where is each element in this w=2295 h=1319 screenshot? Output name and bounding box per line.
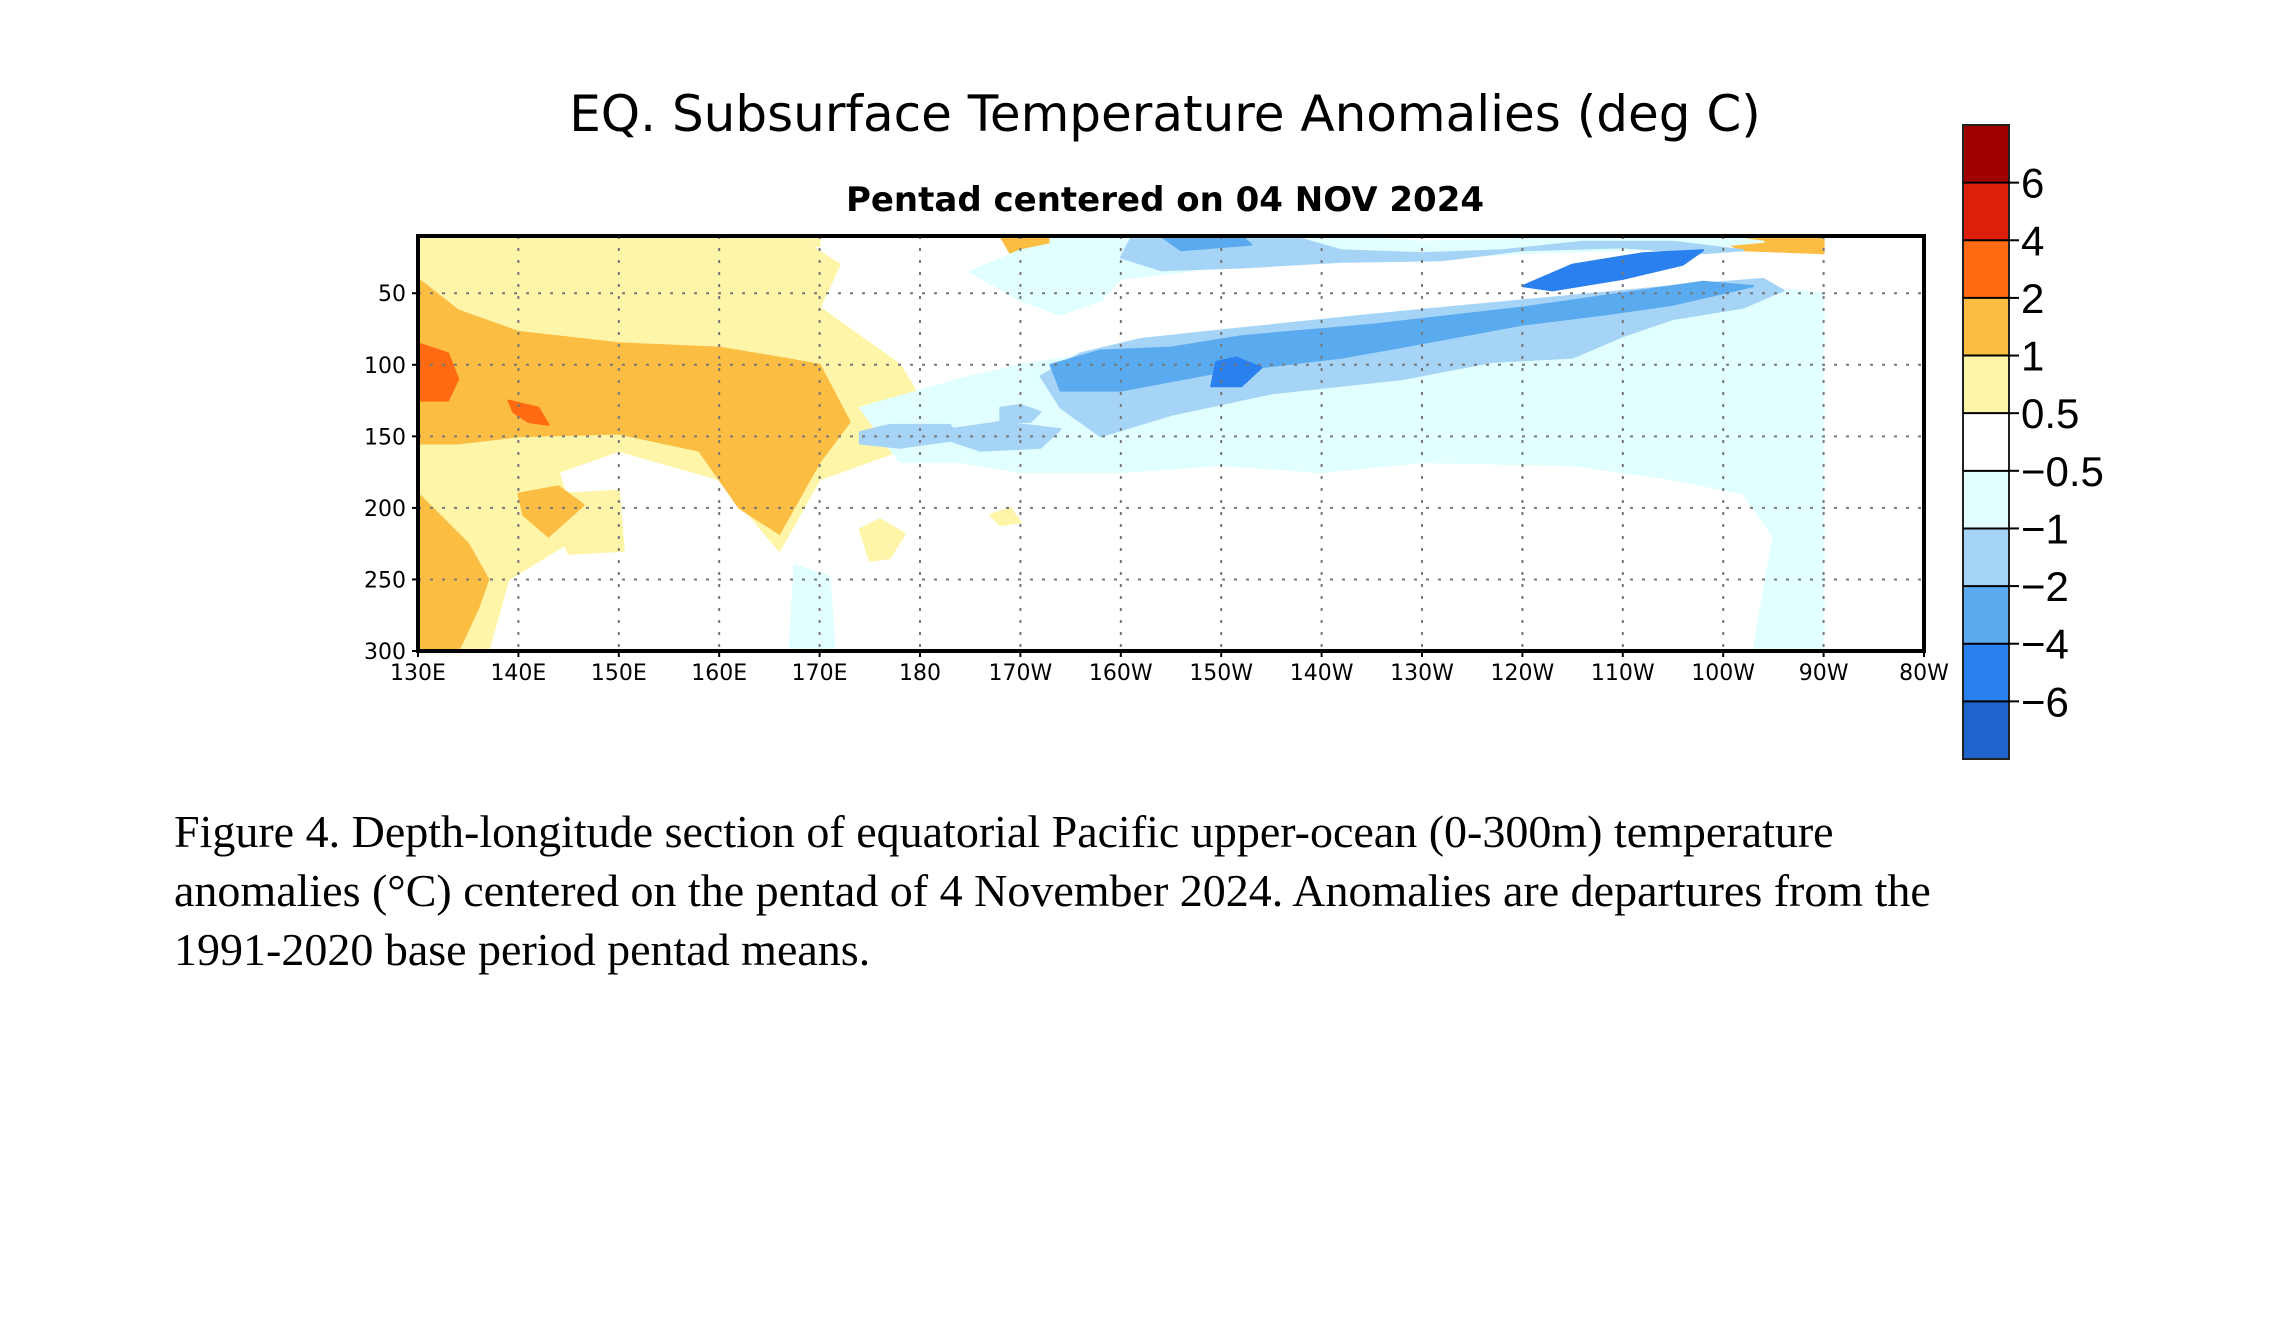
colorbar: 6 4 2 1 0.5 −0.5 −1 −2 −4 −6 bbox=[1962, 124, 2104, 760]
colorbar-label: −2 bbox=[2021, 563, 2069, 610]
x-tick-label: 130W bbox=[1390, 661, 1454, 686]
colorbar-segment bbox=[1963, 125, 2009, 184]
colorbar-segment bbox=[1963, 701, 2009, 760]
anomaly-region bbox=[418, 492, 490, 651]
x-tick-label: 100W bbox=[1691, 661, 1755, 686]
anomaly-region bbox=[989, 506, 1022, 527]
x-tick-label: 160W bbox=[1089, 661, 1153, 686]
colorbar-segment bbox=[1963, 355, 2009, 414]
colorbar-segment bbox=[1963, 528, 2009, 587]
y-tick-label: 200 bbox=[364, 497, 406, 522]
y-tick-label: 300 bbox=[364, 640, 406, 665]
x-tick-label: 170E bbox=[792, 661, 848, 686]
x-tick-label: 80W bbox=[1899, 661, 1949, 686]
x-tick-label: 120W bbox=[1491, 661, 1555, 686]
x-tick-label: 110W bbox=[1591, 661, 1655, 686]
anomaly-region bbox=[788, 564, 836, 651]
y-tick-label: 150 bbox=[364, 425, 406, 450]
x-tick-label: 90W bbox=[1799, 661, 1849, 686]
anomaly-region bbox=[418, 342, 460, 402]
anomaly-region bbox=[418, 277, 851, 535]
colorbar-label: 6 bbox=[2021, 160, 2044, 207]
colorbar-segment bbox=[1963, 182, 2009, 241]
colorbar-segment bbox=[1963, 240, 2009, 299]
x-tick-label: 150W bbox=[1189, 661, 1253, 686]
figure-caption: Figure 4. Depth-longitude section of equ… bbox=[174, 802, 2174, 979]
caption-line: Figure 4. Depth-longitude section of equ… bbox=[174, 806, 1834, 857]
anomaly-region bbox=[1160, 236, 1253, 252]
y-tick-label: 250 bbox=[364, 568, 406, 593]
colorbar-label: −6 bbox=[2021, 678, 2069, 725]
y-tick-label: 100 bbox=[364, 354, 406, 379]
x-tick-label: 180 bbox=[899, 661, 941, 686]
anomaly-region bbox=[1521, 249, 1705, 292]
colorbar-label: 4 bbox=[2021, 217, 2044, 264]
caption-line: 1991-2020 base period pentad means. bbox=[174, 924, 871, 975]
y-axis: 50 100 150 200 250 300 bbox=[364, 282, 418, 665]
plot-frame bbox=[416, 234, 1926, 653]
anomaly-region bbox=[1119, 237, 1745, 272]
x-axis: 130E 140E 150E 160E 170E 180 170W 160W 150W 140W 1… bbox=[390, 651, 1949, 686]
colorbar-segment bbox=[1963, 643, 2009, 702]
x-tick-label: 140E bbox=[490, 661, 546, 686]
colorbar-label: −0.5 bbox=[2021, 448, 2104, 495]
colorbar-frame bbox=[1962, 124, 2010, 760]
colorbar-label: 2 bbox=[2021, 275, 2044, 322]
colorbar-label: −1 bbox=[2021, 505, 2069, 552]
colorbar-label: −4 bbox=[2021, 621, 2069, 668]
colorbar-segment bbox=[1963, 586, 2009, 645]
colorbar-segment bbox=[1963, 470, 2009, 529]
caption-line: anomalies (°C) centered on the pentad of… bbox=[174, 865, 1931, 916]
anomaly-regions bbox=[418, 236, 1825, 651]
anomaly-region bbox=[1039, 277, 1785, 438]
colorbar-segment bbox=[1963, 297, 2009, 357]
x-tick-label: 170W bbox=[989, 661, 1053, 686]
x-tick-label: 140W bbox=[1290, 661, 1354, 686]
colorbar-segment bbox=[1963, 413, 2009, 472]
chart-subtitle: Pentad centered on 04 NOV 2024 bbox=[846, 180, 1484, 220]
anomaly-region bbox=[999, 403, 1042, 423]
colorbar-label: 1 bbox=[2021, 333, 2044, 380]
anomaly-region bbox=[517, 485, 585, 538]
y-tick-label: 50 bbox=[378, 282, 406, 307]
anomaly-region bbox=[637, 236, 821, 247]
colorbar-label: 0.5 bbox=[2021, 390, 2079, 437]
x-tick-label: 130E bbox=[390, 661, 446, 686]
x-tick-label: 160E bbox=[691, 661, 747, 686]
x-tick-label: 150E bbox=[591, 661, 647, 686]
anomaly-region bbox=[858, 518, 906, 562]
chart-title: EQ. Subsurface Temperature Anomalies (de… bbox=[569, 85, 1761, 143]
